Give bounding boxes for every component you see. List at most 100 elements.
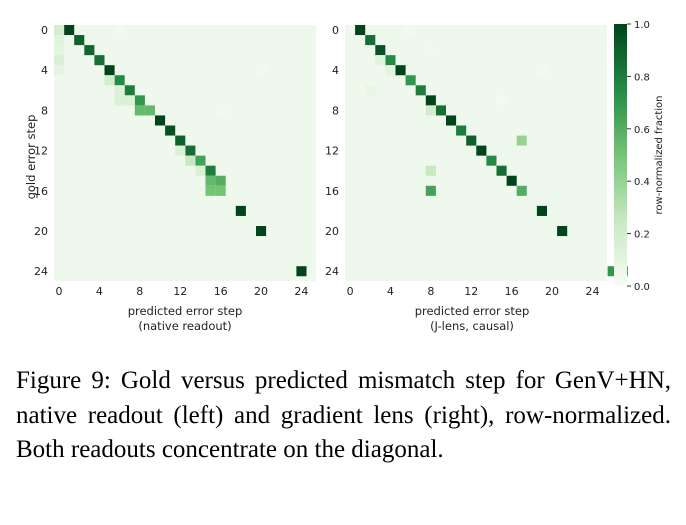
heatmap-cell bbox=[114, 75, 125, 86]
heatmap-cell bbox=[124, 95, 135, 106]
figure-caption: Figure 9: Gold versus predicted mismatch… bbox=[16, 367, 671, 463]
heatmap-cell bbox=[516, 135, 527, 146]
heatmap-cell bbox=[466, 135, 477, 146]
heatmap-cell bbox=[296, 266, 307, 277]
heatmap-right: 0 4 8 12 16 20 24 0 4 8 12 16 20 24 predicted error … bbox=[325, 24, 628, 333]
colorbar-label: row-normalized fraction bbox=[654, 96, 665, 215]
y-tick-label: 4 bbox=[332, 64, 339, 77]
heatmap-cell bbox=[375, 45, 386, 56]
y-tick-label: 0 bbox=[332, 24, 339, 37]
heatmap-right-x-ticks: 0 4 8 12 16 20 24 bbox=[347, 285, 600, 298]
colorbar-tick-label: 0.0 bbox=[634, 282, 650, 293]
heatmap-right-y-ticks: 0 4 8 12 16 20 24 bbox=[325, 24, 339, 278]
y-tick-label: 4 bbox=[41, 64, 48, 77]
y-tick-label: 24 bbox=[34, 265, 48, 278]
y-tick-label: 16 bbox=[325, 185, 339, 198]
heatmap-cell bbox=[124, 85, 135, 96]
heatmap-cell bbox=[385, 45, 396, 56]
heatmap-cell bbox=[425, 45, 436, 56]
colorbar-tick-label: 0.6 bbox=[634, 125, 650, 136]
x-tick-label: 12 bbox=[173, 285, 187, 298]
heatmap-cell bbox=[395, 65, 406, 76]
heatmap-cell bbox=[195, 155, 206, 166]
colorbar-tick-label: 0.4 bbox=[634, 177, 650, 188]
heatmap-cell bbox=[205, 165, 216, 176]
heatmap-cell bbox=[104, 65, 115, 76]
heatmap-cell bbox=[256, 226, 267, 237]
x-tick-label: 16 bbox=[214, 285, 228, 298]
x-tick-label: 24 bbox=[294, 285, 308, 298]
heatmap-right-xlabel: predicted error step bbox=[415, 304, 530, 318]
heatmap-cell bbox=[195, 165, 206, 176]
figure-9: 0 4 8 12 16 20 24 0 4 8 12 16 20 24 predicted error … bbox=[24, 20, 665, 333]
y-tick-label: 20 bbox=[325, 225, 339, 238]
x-tick-label: 4 bbox=[387, 285, 394, 298]
heatmap-cell bbox=[215, 105, 226, 116]
heatmap-cell bbox=[175, 135, 186, 146]
heatmap-cell bbox=[205, 185, 216, 196]
x-tick-label: 8 bbox=[136, 285, 143, 298]
heatmap-right-cells bbox=[345, 25, 628, 277]
heatmap-left-cells bbox=[54, 25, 307, 277]
y-tick-label: 12 bbox=[325, 145, 339, 158]
heatmap-right-xlabel-sub: (J-lens, causal) bbox=[430, 319, 514, 333]
heatmap-cell bbox=[506, 175, 517, 186]
heatmap-cell bbox=[84, 45, 95, 56]
heatmap-cell bbox=[425, 95, 436, 106]
heatmap-cell bbox=[64, 25, 75, 36]
heatmap-cell bbox=[165, 125, 176, 136]
y-tick-label: 20 bbox=[34, 225, 48, 238]
heatmap-cell bbox=[536, 65, 547, 76]
heatmap-cell bbox=[405, 25, 416, 36]
colorbar-tick-label: 0.8 bbox=[634, 72, 650, 83]
heatmap-cell bbox=[256, 65, 267, 76]
heatmap-cell bbox=[54, 35, 65, 46]
heatmap-cell bbox=[365, 85, 376, 96]
x-tick-label: 20 bbox=[254, 285, 268, 298]
heatmap-cell bbox=[215, 185, 226, 196]
colorbar-tick-label: 0.2 bbox=[634, 230, 650, 241]
x-tick-label: 12 bbox=[464, 285, 478, 298]
x-tick-label: 0 bbox=[56, 285, 63, 298]
heatmap-cell bbox=[375, 55, 386, 66]
heatmap-cell bbox=[425, 185, 436, 196]
y-tick-label: 8 bbox=[41, 104, 48, 117]
y-tick-label: 16 bbox=[34, 185, 48, 198]
heatmap-left-ylabel: gold error step bbox=[24, 115, 38, 200]
heatmap-cell bbox=[54, 45, 65, 56]
heatmap-left: 0 4 8 12 16 20 24 0 4 8 12 16 20 24 predicted error … bbox=[24, 24, 316, 333]
heatmap-cell bbox=[425, 105, 436, 116]
heatmap-left-y-ticks: 0 4 8 12 16 20 24 bbox=[34, 24, 48, 278]
heatmap-cell bbox=[185, 145, 196, 156]
heatmap-cell bbox=[175, 145, 186, 156]
heatmap-cell bbox=[365, 35, 376, 46]
heatmap-cell bbox=[114, 85, 125, 96]
heatmap-cell bbox=[425, 165, 436, 176]
heatmap-left-xlabel-sub: (native readout) bbox=[138, 319, 231, 333]
heatmap-cell bbox=[74, 35, 85, 46]
heatmap-cell bbox=[557, 226, 568, 237]
heatmap-cell bbox=[235, 205, 246, 216]
x-tick-label: 20 bbox=[545, 285, 559, 298]
heatmap-cell bbox=[104, 75, 115, 86]
heatmap-cell bbox=[155, 115, 166, 126]
heatmap-cell bbox=[134, 105, 145, 116]
heatmap-cell bbox=[114, 25, 125, 36]
x-tick-label: 0 bbox=[347, 285, 354, 298]
y-tick-label: 0 bbox=[41, 24, 48, 37]
colorbar: 0.0 0.2 0.4 0.6 0.8 1.0 row-normalized fracti… bbox=[614, 20, 665, 293]
heatmap-cell bbox=[496, 165, 507, 176]
x-tick-label: 24 bbox=[586, 285, 600, 298]
heatmap-cell bbox=[435, 105, 446, 116]
y-tick-label: 8 bbox=[332, 104, 339, 117]
heatmap-cell bbox=[385, 65, 396, 76]
heatmap-cell bbox=[114, 95, 125, 106]
heatmap-cell bbox=[345, 85, 356, 96]
y-tick-label: 24 bbox=[325, 265, 339, 278]
heatmap-cell bbox=[385, 55, 396, 66]
heatmap-cell bbox=[385, 35, 396, 46]
heatmap-left-x-ticks: 0 4 8 12 16 20 24 bbox=[56, 285, 309, 298]
colorbar-ticks: 0.0 0.2 0.4 0.6 0.8 1.0 bbox=[627, 20, 650, 293]
y-tick-label: 12 bbox=[34, 145, 48, 158]
heatmap-cell bbox=[185, 155, 196, 166]
